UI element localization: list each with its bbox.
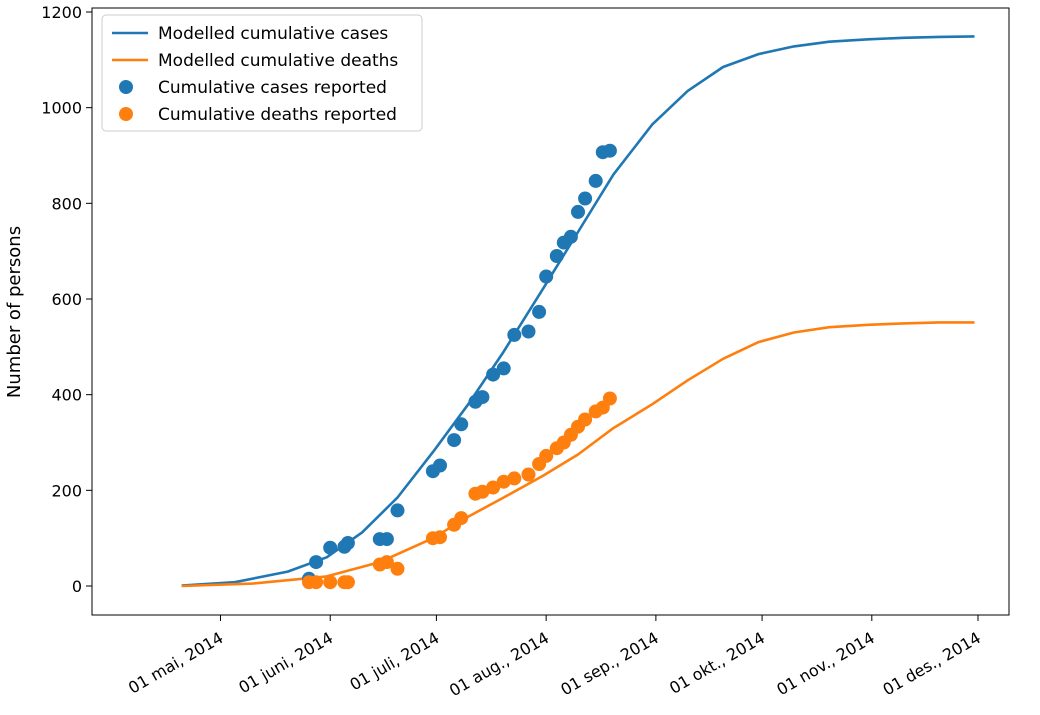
data-point <box>475 390 490 405</box>
data-point <box>340 575 355 590</box>
y-axis: 0 200 400 600 800 1000 1200 <box>41 3 92 596</box>
data-point <box>578 191 593 206</box>
data-point <box>507 327 522 342</box>
data-point <box>433 530 447 545</box>
data-point <box>486 367 501 382</box>
data-point <box>379 555 394 570</box>
data-point <box>323 575 338 590</box>
data-point <box>486 480 501 495</box>
legend: Modelled cumulative cases Modelled cumula… <box>101 14 423 132</box>
data-point <box>390 561 405 576</box>
data-point <box>539 448 554 463</box>
data-point <box>602 391 617 406</box>
y-tick-label: 200 <box>51 481 82 500</box>
x-tick-label: 01 juli, 2014 <box>346 628 442 694</box>
data-point <box>602 143 617 158</box>
x-tick-label: 01 juni, 2014 <box>235 628 336 697</box>
legend-entry: Modelled cumulative cases <box>158 24 388 44</box>
x-tick-label: 01 nov., 2014 <box>773 628 877 699</box>
data-point <box>532 304 547 319</box>
legend-swatch <box>119 80 133 94</box>
y-tick-label: 800 <box>51 194 82 213</box>
legend-entry: Cumulative deaths reported <box>158 105 397 125</box>
legend-entry: Cumulative cases reported <box>158 78 387 98</box>
data-point <box>563 229 578 244</box>
data-point <box>521 324 536 339</box>
data-point <box>454 417 469 432</box>
x-tick-label: 01 okt., 2014 <box>666 628 768 698</box>
data-point <box>309 575 324 590</box>
series-layer <box>181 35 975 590</box>
x-tick-label: 01 des., 2014 <box>879 628 984 699</box>
plot-frame <box>91 7 1010 616</box>
data-point <box>447 433 462 448</box>
y-axis-label: Number of persons <box>4 226 25 398</box>
legend-entry: Modelled cumulative deaths <box>158 51 398 71</box>
data-point <box>496 361 511 376</box>
data-point <box>475 484 490 499</box>
data-point <box>496 474 511 489</box>
x-tick-label: 01 aug., 2014 <box>446 628 552 700</box>
x-tick-label: 01 sep., 2014 <box>557 628 662 699</box>
data-point <box>433 458 447 473</box>
data-point <box>539 269 554 284</box>
legend-swatch <box>119 107 133 121</box>
data-point <box>390 503 405 518</box>
data-point <box>521 467 536 482</box>
data-point <box>454 511 469 526</box>
data-point <box>578 412 593 427</box>
legend-box <box>101 14 423 132</box>
data-point <box>588 173 603 188</box>
y-tick-label: 0 <box>72 577 82 596</box>
x-axis: 01 mai, 2014 01 juni, 2014 01 juli, 2014 01… <box>125 615 984 700</box>
data-point <box>340 536 355 550</box>
data-point <box>549 249 564 263</box>
y-tick-label: 1000 <box>41 99 82 118</box>
data-point <box>309 555 324 570</box>
x-tick-label: 01 mai, 2014 <box>125 628 226 698</box>
data-point <box>379 532 394 547</box>
y-tick-label: 1200 <box>41 3 82 22</box>
data-point <box>571 204 585 219</box>
y-tick-label: 600 <box>51 290 82 309</box>
y-tick-label: 400 <box>51 386 82 405</box>
data-point <box>323 540 338 555</box>
data-point <box>507 471 522 486</box>
